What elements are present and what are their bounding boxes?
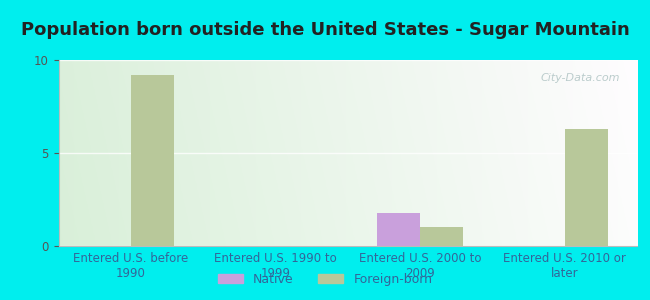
Legend: Native, Foreign-born: Native, Foreign-born [213,268,437,291]
Bar [420,227,463,246]
Bar [131,75,174,246]
Bar [377,212,420,246]
Text: Population born outside the United States - Sugar Mountain: Population born outside the United State… [21,21,629,39]
Text: City-Data.com: City-Data.com [540,73,619,83]
Bar [565,129,608,246]
